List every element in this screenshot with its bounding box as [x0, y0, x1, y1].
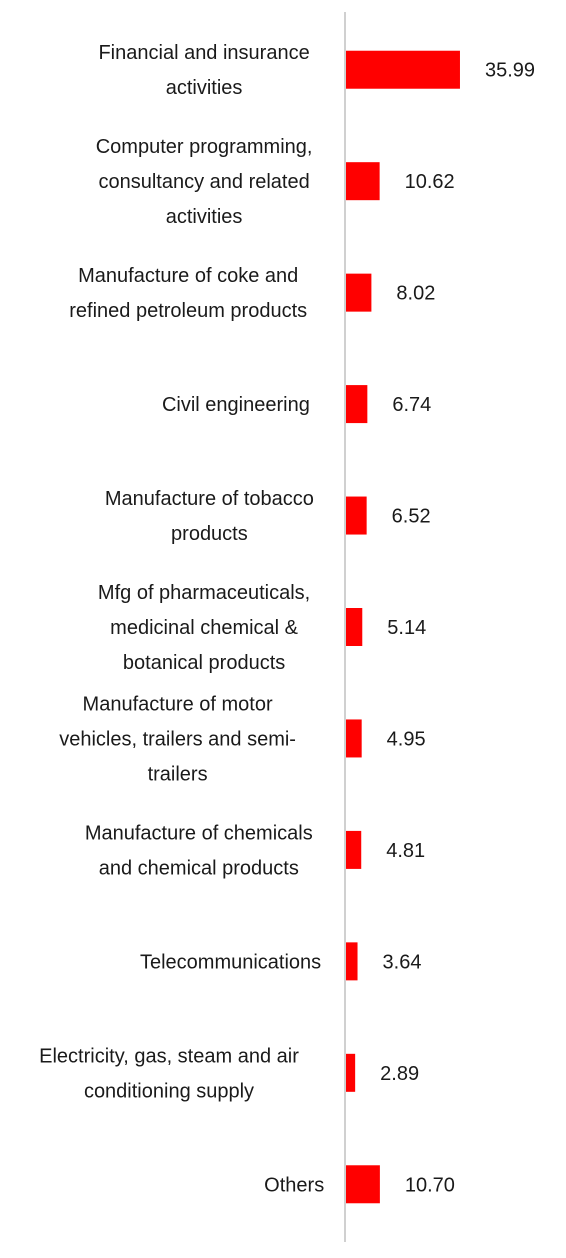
bar [346, 1165, 380, 1204]
category-label: Manufacture of motor vehicles, trailers a… [59, 693, 296, 785]
category-label-line: Others [264, 1174, 324, 1196]
category-label-line: Manufacture of motor [83, 693, 273, 715]
bar [346, 162, 380, 201]
category-label-line: consultancy and related [98, 171, 309, 193]
category-label: Manufacture of coke and refined petroleum… [69, 265, 307, 322]
category-label: Computer programming, consultancy and rel… [96, 136, 313, 228]
category-label-line: Computer programming, [96, 136, 313, 158]
category-labels-group: Financial and insurance activitiesCompute… [39, 42, 324, 1196]
bar [346, 1053, 356, 1092]
bar [346, 719, 362, 758]
value-label: 2.89 [380, 1063, 419, 1085]
value-label: 8.02 [396, 283, 435, 305]
category-label-line: Manufacture of chemicals [85, 822, 313, 844]
bars-group [346, 50, 460, 1204]
category-label-line: Financial and insurance [98, 42, 309, 64]
category-label: Financial and insurance activities [98, 42, 309, 99]
category-label-line: activities [166, 206, 243, 228]
bar [346, 830, 362, 869]
bar [346, 273, 372, 312]
bar [346, 385, 368, 424]
category-label-line: Civil engineering [162, 394, 310, 416]
bar [346, 50, 460, 89]
category-label-line: refined petroleum products [69, 300, 307, 322]
category-label-line: vehicles, trailers and semi- [59, 728, 296, 750]
category-label-line: conditioning supply [84, 1080, 254, 1102]
category-label-line: botanical products [123, 652, 285, 674]
value-label: 3.64 [383, 951, 422, 973]
category-label: Electricity, gas, steam and air condition… [39, 1045, 299, 1102]
category-label-line: trailers [148, 763, 208, 785]
value-label: 4.81 [386, 840, 425, 862]
category-label: Others [264, 1174, 324, 1196]
bar [346, 496, 367, 535]
category-label: Mfg of pharmaceuticals, medicinal chemica… [98, 582, 310, 674]
value-label: 10.62 [405, 171, 455, 193]
category-label-line: Telecommunications [140, 951, 321, 973]
value-label: 6.52 [392, 506, 431, 528]
value-label: 10.70 [405, 1174, 455, 1196]
category-label-line: Manufacture of tobacco [105, 488, 314, 510]
category-label: Civil engineering [162, 394, 310, 416]
category-label-line: Mfg of pharmaceuticals, [98, 582, 310, 604]
value-label: 35.99 [485, 60, 535, 82]
category-label: Manufacture of tobacco products [105, 488, 314, 545]
bar [346, 942, 358, 981]
category-label: Telecommunications [140, 951, 321, 973]
category-label-line: Manufacture of coke and [78, 265, 298, 287]
value-label: 6.74 [392, 394, 431, 416]
value-labels-group: 35.99 10.62 8.02 6.74 6.52 5.14 4.95 4.81 3.64 2.… [380, 60, 535, 1197]
category-label-line: Electricity, gas, steam and air [39, 1045, 299, 1067]
bar [346, 608, 363, 646]
category-label-line: and chemical products [99, 857, 299, 879]
category-label-line: activities [166, 77, 243, 99]
category-label-line: products [171, 523, 248, 545]
value-label: 4.95 [387, 728, 426, 750]
category-label-line: medicinal chemical & [110, 617, 299, 639]
category-label: Manufacture of chemicals and chemical pro… [85, 822, 313, 879]
value-label: 5.14 [387, 617, 426, 639]
